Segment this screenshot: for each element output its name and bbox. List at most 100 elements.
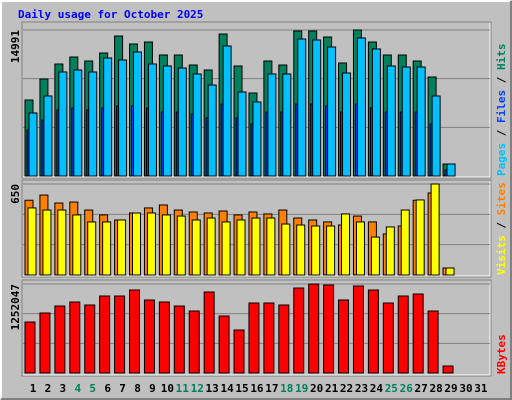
bar: [416, 66, 426, 177]
x-tick-label: 17: [265, 382, 278, 395]
bar: [397, 295, 409, 374]
bar: [58, 71, 68, 177]
bar: [102, 221, 112, 276]
bar: [117, 219, 127, 276]
bar: [370, 236, 380, 276]
x-tick-label: 25: [385, 382, 398, 395]
bar: [43, 95, 53, 177]
bar: [73, 69, 83, 177]
legend: Visits / Sites: [495, 182, 508, 275]
bar: [103, 57, 113, 177]
panel-bevel: [23, 281, 491, 376]
bar: [188, 310, 200, 374]
legend-entry: KBytes: [495, 334, 508, 374]
bar: [99, 295, 111, 374]
x-tick-label: 6: [104, 382, 111, 395]
bar: [297, 38, 307, 177]
x-tick-label: 7: [119, 382, 126, 395]
bar: [311, 225, 321, 276]
x-tick-label: 14: [220, 382, 234, 395]
bar: [445, 267, 455, 276]
bar: [39, 312, 51, 374]
bar: [118, 59, 128, 177]
x-tick-label: 15: [235, 382, 248, 395]
legend-separator: /: [495, 215, 508, 235]
x-tick-label: 20: [310, 382, 323, 395]
bar: [382, 302, 394, 374]
bar: [312, 39, 322, 177]
bar: [57, 209, 67, 276]
x-tick-label: 16: [250, 382, 264, 395]
bar: [308, 283, 320, 374]
bar: [342, 72, 352, 177]
bar: [218, 315, 230, 374]
bar: [24, 321, 36, 374]
bar: [233, 329, 245, 374]
chart-title: Daily usage for October 2025: [18, 8, 203, 21]
bar: [252, 101, 262, 177]
bar: [146, 212, 156, 276]
x-tick-label: 30: [459, 382, 472, 395]
bar: [222, 45, 232, 177]
legend-entry: Visits: [495, 235, 508, 275]
panel-bevel: [23, 23, 491, 178]
bar: [162, 65, 172, 177]
x-tick-label: 2: [45, 382, 52, 395]
legend-entry: Hits: [495, 44, 508, 71]
x-tick-label: 18: [280, 382, 293, 395]
bar: [143, 299, 155, 374]
bar: [327, 46, 337, 177]
bar: [355, 221, 365, 276]
bar: [431, 95, 441, 177]
bar: [161, 214, 171, 276]
bar: [415, 199, 425, 276]
panel-bevel: [23, 181, 491, 277]
bar: [446, 163, 456, 177]
legend-entry: Files: [495, 90, 508, 123]
bar: [263, 302, 275, 374]
bar: [236, 219, 246, 276]
bar: [427, 310, 439, 374]
bar: [191, 219, 201, 276]
bar: [114, 295, 126, 374]
legend: Pages / Files / Hits: [495, 44, 508, 177]
bar: [412, 293, 424, 374]
bar: [69, 301, 81, 374]
bar: [281, 223, 291, 276]
bar: [177, 67, 187, 177]
bar: [400, 209, 410, 276]
bar: [28, 112, 38, 177]
bar: [323, 284, 335, 374]
x-tick-label: 5: [89, 382, 96, 395]
x-tick-label: 23: [355, 382, 368, 395]
bar: [133, 51, 143, 177]
bar: [72, 214, 82, 276]
bar: [352, 285, 364, 374]
bar: [132, 212, 142, 276]
x-tick-label: 10: [161, 382, 174, 395]
bar: [338, 299, 350, 374]
x-tick-label: 1: [30, 382, 37, 395]
x-tick-label: 24: [370, 382, 384, 395]
x-tick-label: 9: [149, 382, 156, 395]
bar: [54, 305, 66, 374]
x-tick-label: 28: [429, 382, 442, 395]
y-tick-label: 14991: [9, 30, 22, 63]
bar: [442, 365, 454, 374]
bar: [87, 221, 97, 276]
legend: KBytes: [495, 334, 508, 374]
bar: [207, 84, 217, 177]
bar: [386, 65, 396, 177]
y-tick-label: 650: [9, 184, 22, 204]
bar: [206, 217, 216, 276]
legend-entry: Pages: [495, 143, 508, 176]
bar: [326, 225, 336, 276]
bar: [248, 302, 260, 374]
bar: [282, 73, 292, 177]
bar: [371, 48, 381, 177]
bar: [401, 66, 411, 177]
bar: [430, 183, 440, 276]
